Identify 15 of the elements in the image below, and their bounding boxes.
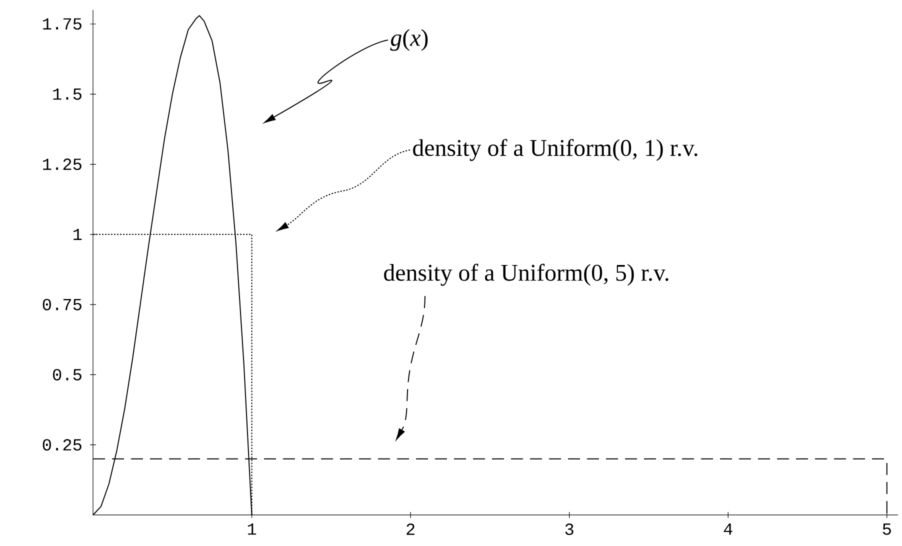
x-tick-label: 1	[248, 524, 256, 535]
y-tick-label: 0.25	[42, 439, 82, 451]
x-tick-label: 4	[724, 524, 732, 535]
x-tick-label: 3	[565, 524, 574, 536]
y-tick-label: 1.5	[53, 88, 82, 100]
y-tick-label: 1.75	[43, 18, 82, 30]
y-tick-label: 0.75	[42, 298, 82, 310]
y-tick-label: 1	[74, 228, 82, 240]
y-tick-label: 0.5	[53, 368, 82, 380]
annotation: density of a Uniform(0, 5) r.v.	[384, 264, 668, 286]
annotation: density of a Uniform(0, 1) r.v.	[413, 138, 698, 161]
x-tick-label: 5	[882, 524, 891, 535]
x-tick-label: 2	[406, 524, 414, 535]
y-tick-label: 1.25	[43, 158, 82, 170]
annotation: g(x)	[390, 29, 428, 51]
